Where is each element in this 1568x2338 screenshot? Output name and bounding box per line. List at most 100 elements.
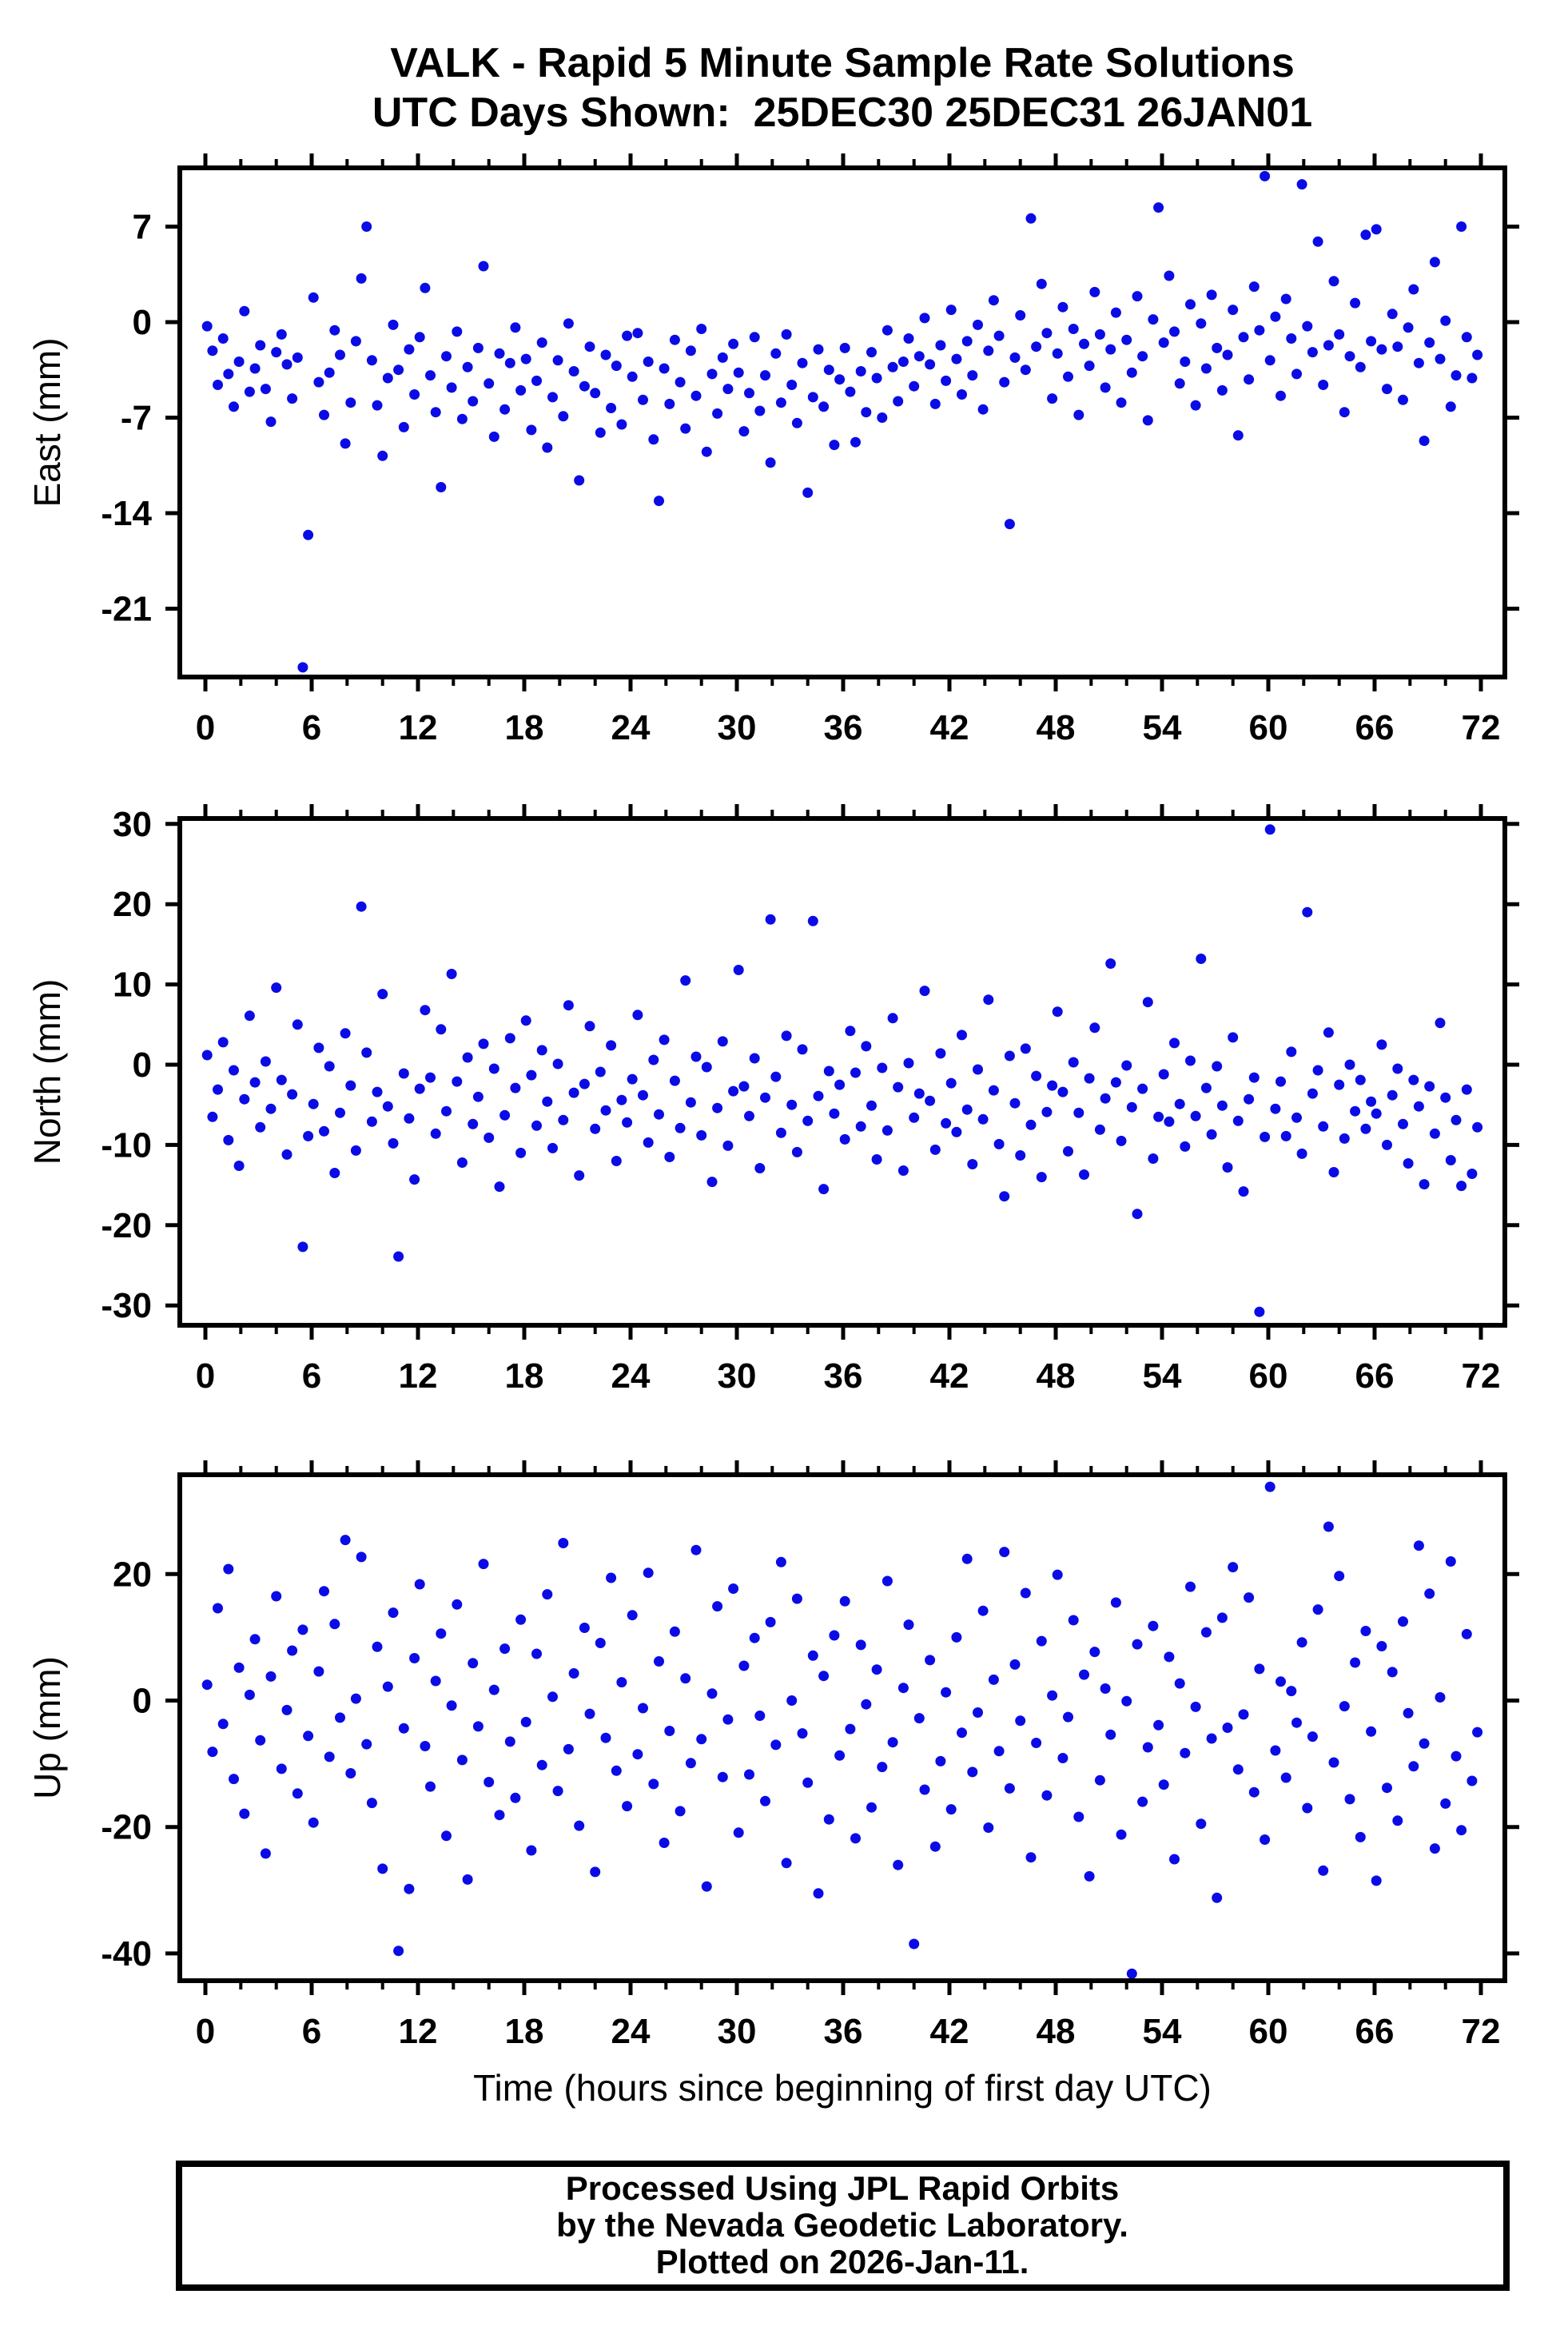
data-point xyxy=(1461,332,1472,343)
data-point xyxy=(1339,407,1350,418)
data-point xyxy=(855,1121,866,1132)
data-point xyxy=(1248,281,1260,293)
data-point xyxy=(786,380,798,390)
data-point xyxy=(1185,299,1196,310)
data-point xyxy=(722,1714,734,1725)
data-point xyxy=(913,1713,925,1724)
data-point xyxy=(484,378,495,389)
data-point xyxy=(1142,997,1153,1008)
data-point xyxy=(717,1771,728,1782)
data-point xyxy=(1280,293,1291,305)
data-point xyxy=(903,333,914,344)
data-point xyxy=(685,345,696,356)
data-point xyxy=(1132,291,1143,302)
data-point xyxy=(754,1163,766,1173)
data-point xyxy=(1366,1726,1377,1737)
data-point xyxy=(1371,1108,1382,1119)
data-point xyxy=(1344,1794,1355,1805)
data-point xyxy=(1254,1306,1265,1317)
data-point xyxy=(941,1687,952,1698)
data-point xyxy=(361,1739,372,1750)
data-point xyxy=(366,355,377,366)
data-point xyxy=(1291,1717,1302,1728)
data-point xyxy=(680,1673,691,1684)
data-point xyxy=(1376,1641,1387,1651)
data-point xyxy=(595,1066,606,1077)
data-point xyxy=(276,329,287,340)
x-tick-label: 18 xyxy=(505,708,544,747)
data-point xyxy=(1456,1825,1467,1836)
data-point xyxy=(1387,1089,1398,1101)
data-point xyxy=(1036,1635,1047,1647)
data-point xyxy=(1238,1186,1249,1197)
data-point xyxy=(659,363,670,374)
data-point xyxy=(770,1739,782,1751)
data-point xyxy=(1100,1683,1111,1694)
data-point xyxy=(345,397,356,408)
x-tick-label: 0 xyxy=(196,1356,215,1396)
data-point xyxy=(276,1074,287,1085)
data-point xyxy=(515,384,527,396)
data-point xyxy=(1254,1663,1265,1675)
data-point xyxy=(781,329,792,340)
data-point xyxy=(1041,1790,1053,1801)
data-point xyxy=(829,1108,840,1119)
data-point xyxy=(1094,329,1105,340)
data-point xyxy=(977,404,989,415)
data-point xyxy=(829,1630,840,1641)
data-point xyxy=(845,1723,856,1735)
data-point xyxy=(887,1737,898,1748)
data-point xyxy=(1435,353,1446,364)
data-point xyxy=(1419,1179,1430,1190)
data-point xyxy=(1089,1022,1100,1034)
data-point xyxy=(1180,1747,1191,1758)
data-point xyxy=(1009,1097,1021,1109)
data-point xyxy=(909,380,920,392)
data-point xyxy=(1174,1678,1185,1689)
data-point xyxy=(393,1251,404,1262)
y-tick-label: -20 xyxy=(101,1808,152,1847)
data-point xyxy=(669,1626,680,1637)
data-point xyxy=(675,1806,686,1817)
data-point xyxy=(372,1641,383,1652)
data-point xyxy=(733,965,744,975)
data-point xyxy=(233,356,245,367)
data-point xyxy=(329,325,340,336)
data-point xyxy=(1312,1604,1323,1615)
x-tick-label: 12 xyxy=(399,1356,438,1396)
data-point xyxy=(1164,1651,1175,1663)
y-tick-label: -40 xyxy=(101,1934,152,1974)
data-point xyxy=(1216,1612,1228,1623)
x-tick-label: 0 xyxy=(196,2012,215,2051)
data-point xyxy=(754,405,766,416)
data-point xyxy=(961,336,973,347)
y-tick-label: -7 xyxy=(121,398,152,437)
data-point xyxy=(1440,1798,1451,1809)
x-tick-label: 0 xyxy=(196,708,215,747)
data-point xyxy=(957,1030,967,1041)
data-point xyxy=(988,1674,999,1685)
data-point xyxy=(807,915,818,926)
data-point xyxy=(1196,1818,1207,1830)
data-point xyxy=(1004,1050,1015,1061)
footer-line-2: by the Nevada Geodetic Laboratory. xyxy=(556,2206,1128,2244)
data-point xyxy=(945,1804,957,1815)
data-point xyxy=(882,1125,893,1136)
data-point xyxy=(643,1137,654,1148)
data-point xyxy=(499,1109,511,1121)
data-point xyxy=(1307,1088,1318,1099)
data-point xyxy=(1132,1639,1143,1650)
data-point xyxy=(871,1154,882,1165)
data-point xyxy=(281,359,293,370)
data-point xyxy=(654,1656,664,1667)
data-point xyxy=(1121,1060,1132,1071)
y-tick-label: -10 xyxy=(101,1125,152,1165)
data-point xyxy=(494,348,505,359)
data-point xyxy=(1238,1709,1249,1720)
data-point xyxy=(255,1735,266,1746)
data-point xyxy=(909,1938,920,1950)
data-point xyxy=(229,1065,239,1076)
x-tick-label: 72 xyxy=(1462,708,1501,747)
data-point xyxy=(1228,1032,1239,1043)
data-point xyxy=(244,1689,255,1700)
